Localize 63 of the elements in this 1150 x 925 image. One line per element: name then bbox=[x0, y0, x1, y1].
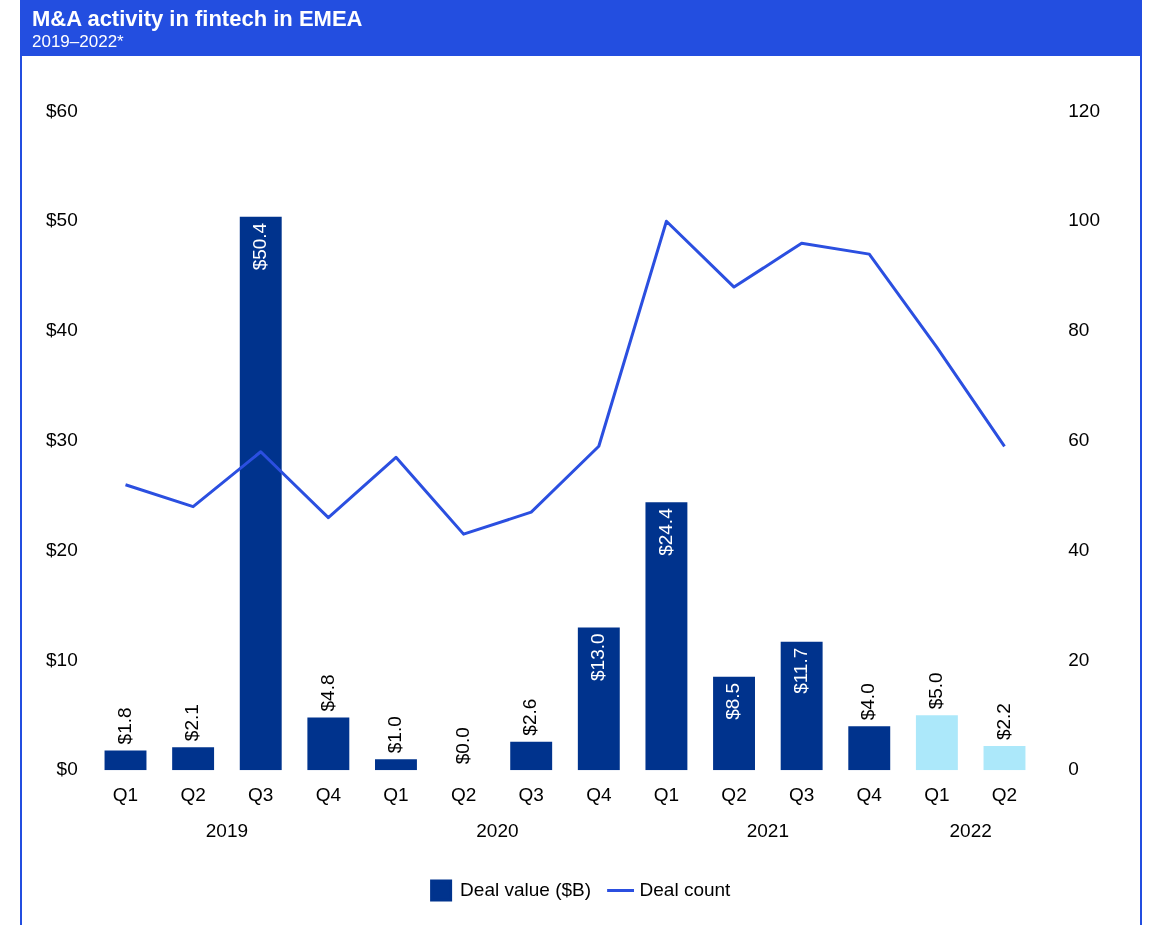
data-label: $5.0 bbox=[925, 672, 947, 710]
chart-subtitle: 2019–2022* bbox=[32, 32, 125, 52]
bar bbox=[239, 216, 282, 771]
data-label: $2.2 bbox=[992, 703, 1014, 741]
y-tick-label: $20 bbox=[46, 538, 78, 560]
y-tick-label: $50 bbox=[46, 209, 78, 231]
bar bbox=[307, 717, 350, 771]
y2-tick-label: 60 bbox=[1068, 429, 1090, 451]
y2-tick-label: 120 bbox=[1068, 99, 1100, 121]
y2-tick-label: 80 bbox=[1068, 319, 1090, 341]
x-tick-label: Q2 bbox=[721, 783, 747, 805]
x-tick-label: Q2 bbox=[450, 783, 477, 805]
x-tick-label: Q4 bbox=[586, 783, 612, 805]
data-label: $1.8 bbox=[113, 707, 135, 745]
y-tick-label: $60 bbox=[46, 99, 78, 121]
bar bbox=[510, 741, 553, 771]
legend-label: Deal count bbox=[639, 878, 732, 900]
x-tick-label: Q2 bbox=[991, 783, 1018, 805]
data-label: $11.7 bbox=[789, 647, 811, 694]
data-label: $4.8 bbox=[316, 674, 338, 712]
x-tick-label: Q1 bbox=[112, 783, 139, 805]
bar bbox=[172, 747, 215, 771]
data-label: $1.0 bbox=[384, 716, 406, 754]
bar bbox=[577, 627, 620, 771]
y-tick-label: $40 bbox=[46, 319, 78, 341]
y2-tick-label: 100 bbox=[1068, 209, 1100, 231]
x-tick-label: Q4 bbox=[856, 783, 883, 805]
x-tick-label: Q1 bbox=[383, 783, 409, 805]
x-tick-label: Q3 bbox=[788, 783, 815, 805]
x-tick-label: Q2 bbox=[180, 783, 206, 805]
bar bbox=[375, 759, 417, 771]
x-tick-label: Q3 bbox=[518, 783, 544, 805]
y2-tick-label: 40 bbox=[1068, 538, 1090, 560]
bar bbox=[915, 715, 958, 771]
data-label: $13.0 bbox=[587, 633, 609, 682]
y2-tick-label: 0 bbox=[1068, 758, 1079, 780]
data-label: $2.1 bbox=[181, 704, 203, 742]
text: 2022 bbox=[949, 819, 992, 841]
data-label: $50.4 bbox=[248, 222, 270, 271]
bar bbox=[848, 726, 891, 771]
legend-label: Deal value ($B) bbox=[460, 878, 592, 900]
bar bbox=[780, 641, 823, 771]
chart-title: M&A activity in fintech in EMEA bbox=[32, 6, 364, 32]
bar bbox=[645, 502, 688, 771]
x-tick-label: Q1 bbox=[653, 783, 680, 805]
y-tick-label: $0 bbox=[56, 758, 78, 780]
y-tick-label: $30 bbox=[46, 429, 78, 451]
data-label: $0.0 bbox=[451, 727, 473, 765]
y2-tick-label: 20 bbox=[1068, 648, 1090, 670]
data-label: $4.0 bbox=[857, 683, 879, 721]
text: 2021 bbox=[746, 819, 789, 841]
bar bbox=[983, 746, 1026, 771]
text: 2020 bbox=[476, 819, 519, 841]
x-tick-label: Q4 bbox=[315, 783, 342, 805]
text: 2019 bbox=[205, 819, 249, 841]
x-tick-label: Q3 bbox=[248, 783, 274, 805]
data-label: $2.6 bbox=[519, 698, 541, 736]
bar bbox=[713, 676, 755, 771]
y-tick-label: $10 bbox=[46, 648, 78, 670]
data-label: $8.5 bbox=[722, 682, 744, 720]
data-label: $24.4 bbox=[654, 507, 676, 556]
bar bbox=[104, 750, 147, 771]
x-tick-label: Q1 bbox=[924, 783, 950, 805]
